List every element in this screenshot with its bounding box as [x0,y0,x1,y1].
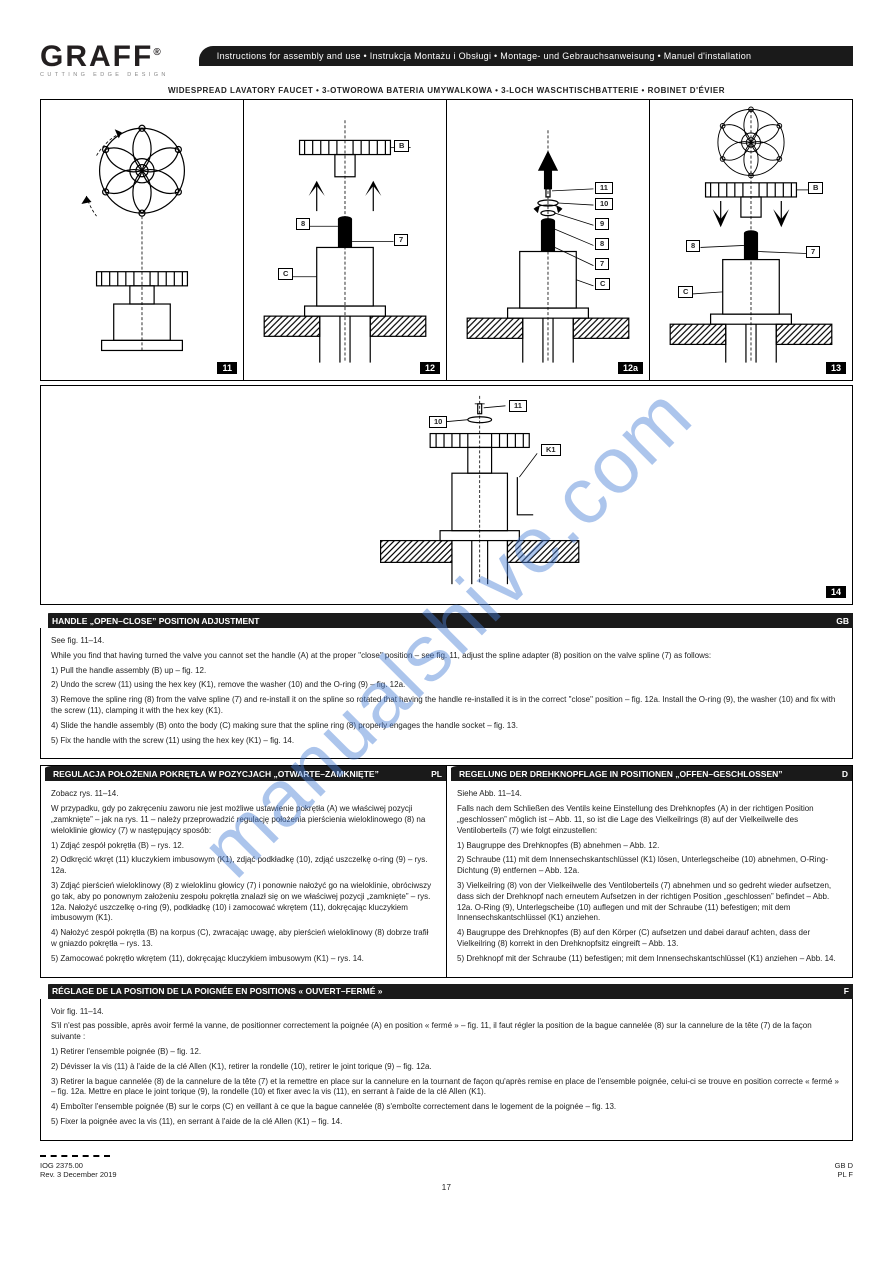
gb-p6: 5) Fix the handle with the screw (11) us… [51,736,842,747]
de-p5: 4) Baugruppe des Drehknopfes (B) auf den… [457,928,842,950]
gb-p2: 1) Pull the handle assembly (B) up – fig… [51,666,842,677]
gb-p3: 2) Undo the screw (11) using the hex key… [51,680,842,691]
label-11: 11 [595,182,613,194]
label-8: 8 [296,218,310,230]
diagram-panel-11: 11 [41,100,244,380]
label-C: C [678,286,693,298]
label-C: C [595,278,610,290]
gb-p5: 4) Slide the handle assembly (B) onto th… [51,721,842,732]
panel-number: 11 [217,362,237,374]
pl-p1: W przypadku, gdy po zakręceniu zaworu ni… [51,804,436,836]
footer-rev: Rev. 3 December 2019 [40,1170,117,1179]
diagram-row-top: 11 [40,99,853,381]
label-7: 7 [806,246,820,258]
footer: IOG 2375.00 Rev. 3 December 2019 GB D PL… [40,1155,853,1192]
fr-p3: 2) Dévisser la vis (11) à l'aide de la c… [51,1062,842,1073]
fr-p1: S'il n'est pas possible, après avoir fer… [51,1021,842,1043]
de-p4: 3) Vielkeilring (8) von der Vielkeilwell… [457,881,842,924]
diagram-panel-12: B 8 7 C 12 [244,100,447,380]
fr-p2: 1) Retirer l'ensemble poignée (B) – fig.… [51,1047,842,1058]
pl-p6: 5) Zamocować pokrętło wkrętem (11), dokr… [51,954,436,965]
section-header-gb: HANDLE „OPEN–CLOSE” POSITION ADJUSTMENT … [40,613,853,628]
panel-number: 13 [826,362,846,374]
flag-de: D [842,769,848,779]
diagram-panel-13: B 8 7 C 13 [650,100,852,380]
flag-pl: PL [431,769,442,779]
section-title-de: REGELUNG DER DREHKNOPFLAGE IN POSITIONEN… [459,769,783,779]
label-7: 7 [595,258,609,270]
gb-p4: 3) Remove the spline ring (8) from the v… [51,695,842,717]
flag-gb: GB [836,616,849,626]
pl-p3: 2) Odkręcić wkręt (11) kluczykiem imbuso… [51,855,436,877]
section-header-de: REGELUNG DER DREHKNOPFLAGE IN POSITIONEN… [447,766,852,781]
de-p3: 2) Schraube (11) mit dem Innensechskants… [457,855,842,877]
pl-p4: 3) Zdjąć pierścień wieloklinowy (8) z wi… [51,881,436,924]
brand-name: GRAFF [40,40,153,73]
header: GRAFF® CUTTING EDGE DESIGN Instructions … [40,40,853,78]
label-7: 7 [394,234,408,246]
fr-p6: 5) Fixer la poignée avec la vis (11), en… [51,1117,842,1128]
section-body-fr: Voir fig. 11–14. S'il n'est pas possible… [40,999,853,1141]
title-bar-text: Instructions for assembly and use • Inst… [217,51,752,61]
section-body-gb: See fig. 11–14. While you find that havi… [40,628,853,759]
pl-p2: 1) Zdjąć zespół pokrętła (B) – rys. 12. [51,841,436,852]
page-number: 17 [40,1183,853,1192]
de-p2: 1) Baugruppe des Drehknopfes (B) abnehme… [457,841,842,852]
subtitle: WIDESPREAD LAVATORY FAUCET • 3-OTWOROWA … [40,86,853,95]
de-p6: 5) Drehknopf mit der Schraube (11) befes… [457,954,842,965]
section-title-pl: REGULACJA POŁOŻENIA POKRĘTŁA W POZYCJACH… [53,769,379,779]
fr-p4: 3) Retirer la bague cannelée (8) de la c… [51,1077,842,1099]
title-bar: Instructions for assembly and use • Inst… [199,46,853,66]
section-header-pl: REGULACJA POŁOŻENIA POKRĘTŁA W POZYCJACH… [41,766,446,781]
label-8: 8 [686,240,700,252]
section-body-pl: Zobacz rys. 11–14. W przypadku, gdy po z… [41,781,446,976]
label-11: 11 [509,400,527,412]
diagram-panel-12a: 11 10 9 8 7 C 12a [447,100,650,380]
label-10: 10 [595,198,613,210]
label-8: 8 [595,238,609,250]
gb-p0: See fig. 11–14. [51,636,842,647]
pl-p5: 4) Nałożyć zespół pokrętła (B) na korpus… [51,928,436,950]
section-title-fr: RÉGLAGE DE LA POSITION DE LA POIGNÉE EN … [52,986,382,996]
footer-divider [40,1155,110,1157]
label-9: 9 [595,218,609,230]
label-K1: K1 [541,444,561,456]
fr-p0: Voir fig. 11–14. [51,1007,842,1018]
pl-p0: Zobacz rys. 11–14. [51,789,436,800]
section-title-gb: HANDLE „OPEN–CLOSE” POSITION ADJUSTMENT [52,616,259,626]
section-body-de: Siehe Abb. 11–14. Falls nach dem Schließ… [447,781,852,976]
footer-flags-b: PL F [837,1170,853,1179]
section-header-fr: RÉGLAGE DE LA POSITION DE LA POIGNÉE EN … [40,984,853,999]
panel-number: 12 [420,362,440,374]
flag-fr: F [844,986,849,996]
footer-flags-a: GB D [835,1161,853,1170]
gb-p1: While you find that having turned the va… [51,651,842,662]
de-p1: Falls nach dem Schließen des Ventils kei… [457,804,842,836]
de-p0: Siehe Abb. 11–14. [457,789,842,800]
panel-number: 14 [826,586,846,598]
label-B: B [808,182,823,194]
label-B: B [394,140,409,152]
fr-p5: 4) Emboîter l'ensemble poignée (B) sur l… [51,1102,842,1113]
panel-number: 12a [618,362,643,374]
brand-logo: GRAFF® CUTTING EDGE DESIGN [40,40,169,78]
footer-iog: IOG 2375.00 [40,1161,83,1170]
label-10: 10 [429,416,447,428]
brand-reg: ® [153,47,162,58]
diagram-panel-14: 11 10 K1 14 [40,385,853,605]
label-C: C [278,268,293,280]
